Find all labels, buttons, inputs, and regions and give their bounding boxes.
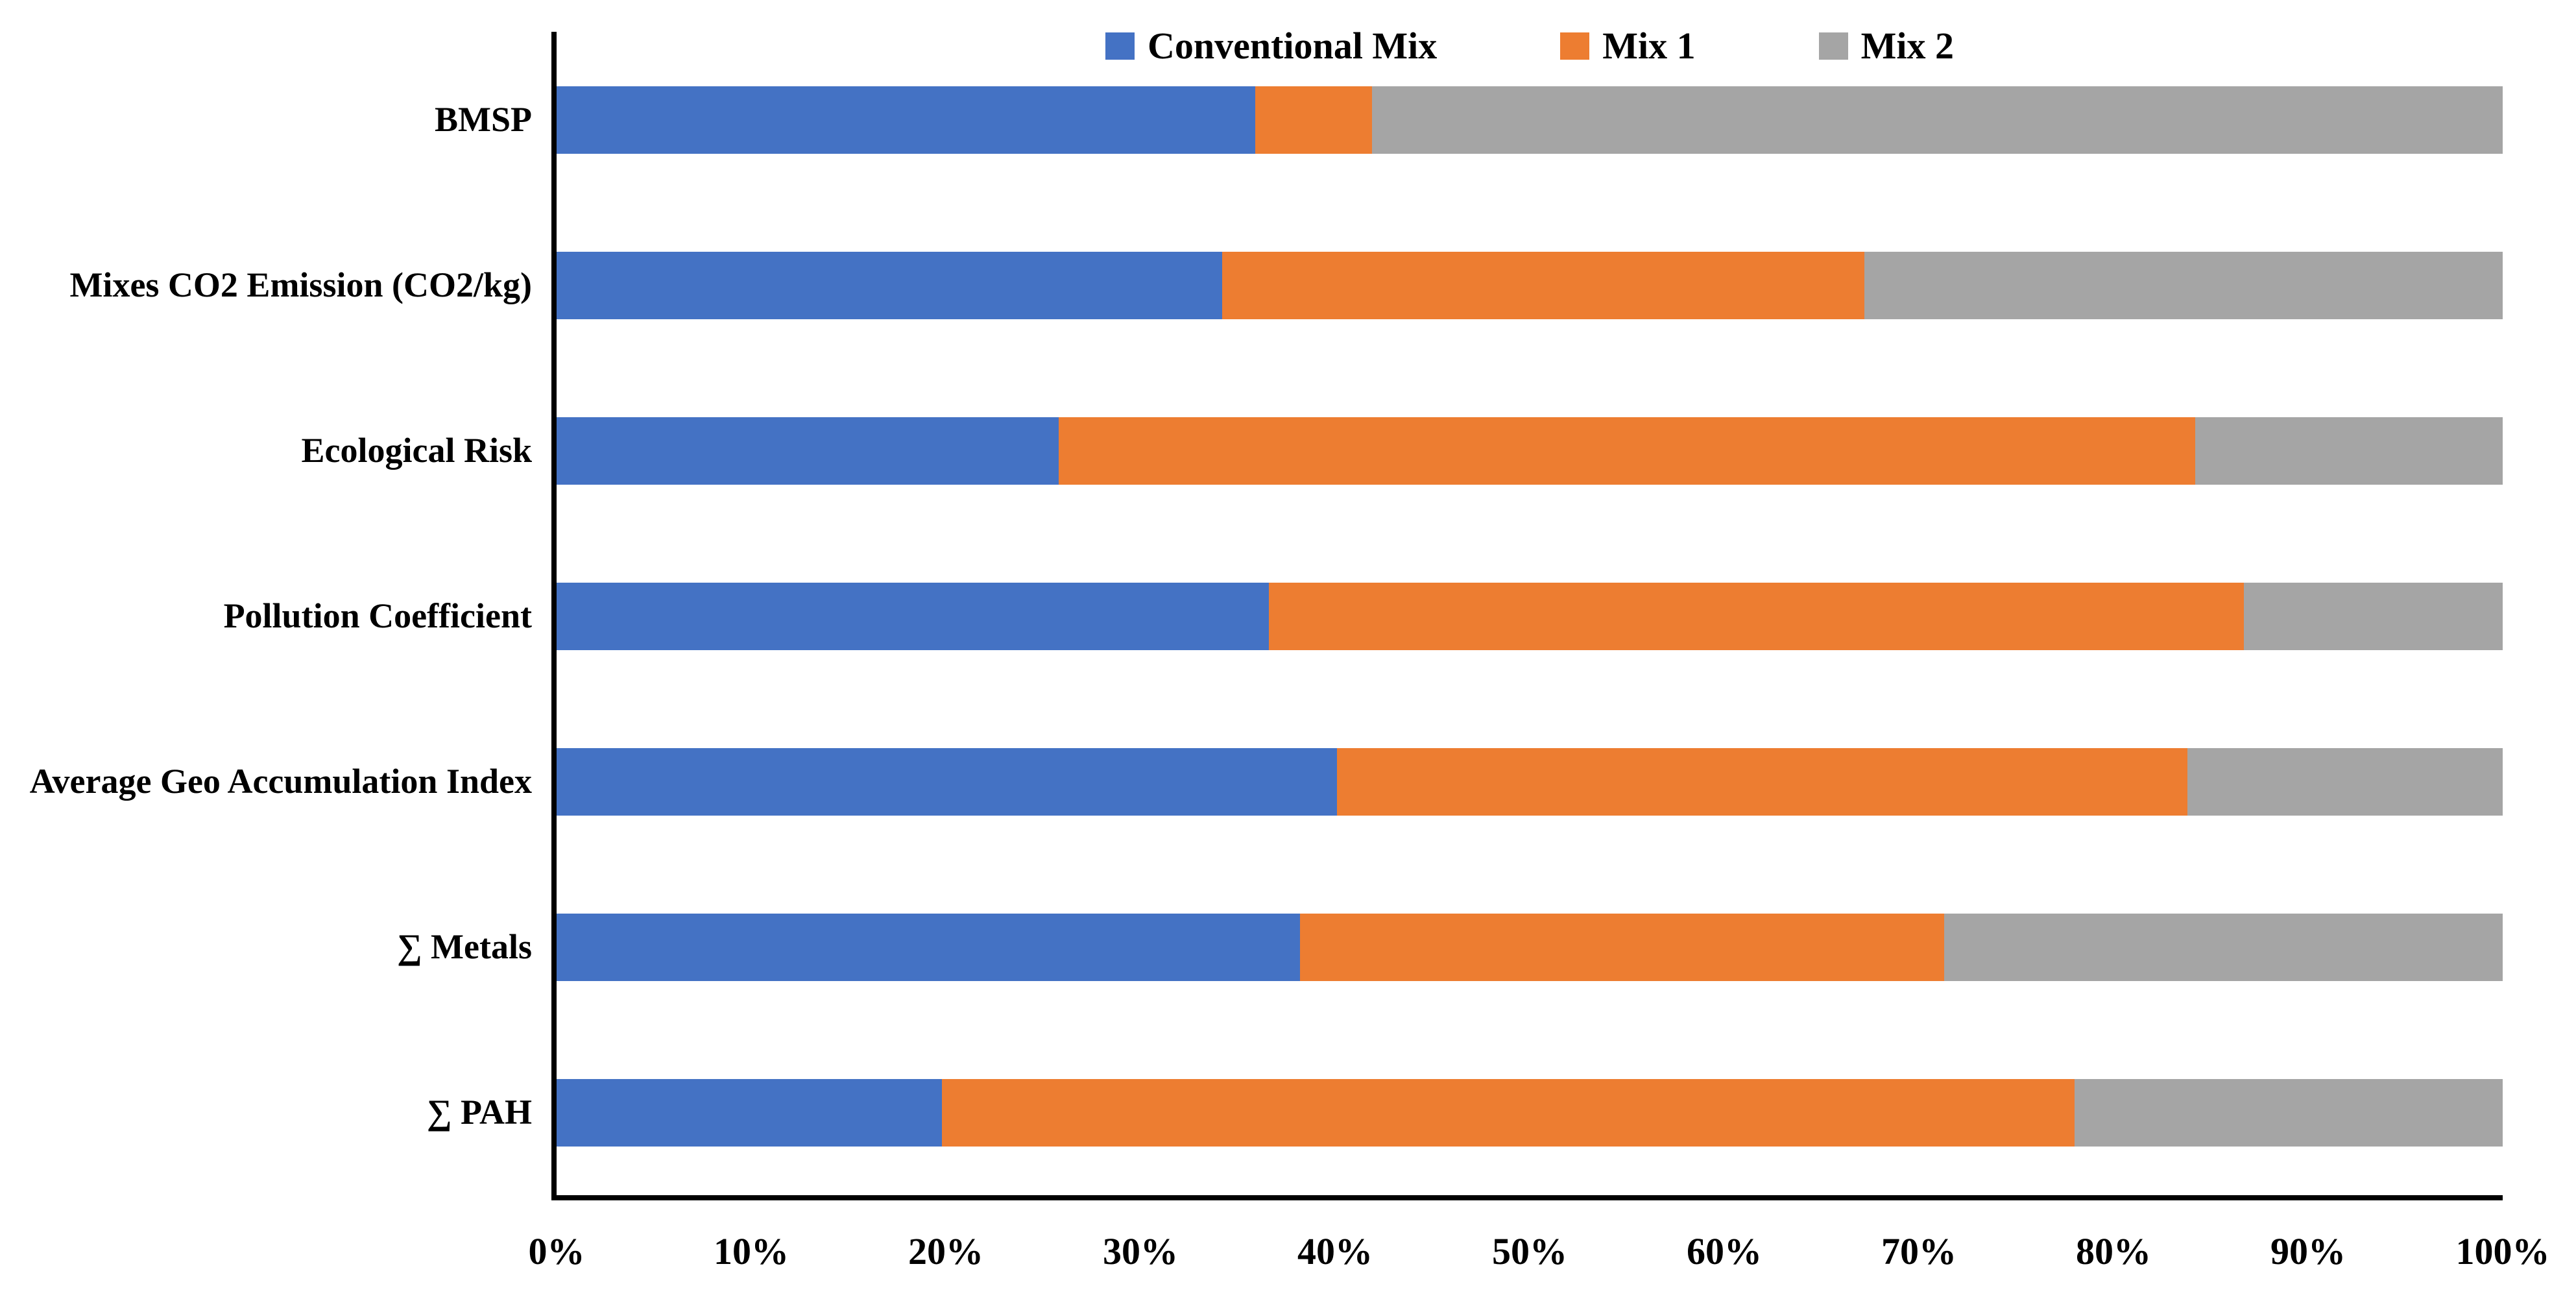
bars-container [557, 37, 2503, 1195]
bar-segment [1372, 86, 2503, 154]
x-tick-label: 20% [908, 1230, 983, 1272]
bar-row [557, 1030, 2503, 1195]
x-tick-label: 40% [1297, 1230, 1373, 1272]
stacked-bar [557, 582, 2503, 650]
bar-segment [1222, 251, 1864, 319]
legend-item: Mix 1 [1560, 25, 1696, 67]
x-tick-label: 30% [1103, 1230, 1178, 1272]
bar-segment [557, 1078, 942, 1147]
category-axis-labels: BMSP Mixes CO2 Emission (CO2/kg) Ecologica… [0, 37, 532, 1195]
bar-segment [2195, 417, 2503, 485]
bar-segment [557, 86, 1255, 154]
x-tick-label: 90% [2270, 1230, 2346, 1272]
x-tick-label: 60% [1687, 1230, 1762, 1272]
bar-segment [1268, 582, 2244, 650]
legend: Conventional Mix Mix 1 Mix 2 [557, 18, 2503, 74]
bar-segment [1300, 913, 1944, 981]
legend-label: Conventional Mix [1147, 25, 1438, 67]
x-tick-label: 10% [714, 1230, 789, 1272]
bar-segment [2187, 747, 2503, 816]
category-label: Ecological Risk [301, 430, 532, 470]
bar-segment [557, 417, 1059, 485]
bar-row [557, 202, 2503, 368]
bar-row [557, 864, 2503, 1030]
stacked-bar [557, 913, 2503, 981]
category-label: Pollution Coefficient [223, 596, 532, 635]
category-label: ∑ PAH [427, 1092, 532, 1132]
bar-row [557, 533, 2503, 699]
stacked-bar [557, 417, 2503, 485]
x-tick-label: 50% [1492, 1230, 1567, 1272]
legend-label: Mix 2 [1860, 25, 1955, 67]
category-label: Mixes CO2 Emission (CO2/kg) [69, 265, 532, 304]
bar-segment [2243, 582, 2503, 650]
stacked-bar [557, 1078, 2503, 1147]
value-axis-labels: 0% 10% 20% 30% 40% 50% 60% 70% 80% 90% 100% [0, 1233, 2576, 1285]
category-label: Average Geo Accumulation Index [29, 761, 532, 801]
bar-segment [1059, 417, 2195, 485]
bar-segment [557, 251, 1222, 319]
bar-segment [2074, 1078, 2503, 1147]
legend-swatch [1818, 32, 1848, 60]
stacked-bar [557, 251, 2503, 319]
bar-segment [1944, 913, 2503, 981]
x-tick-label: 70% [1881, 1230, 1956, 1272]
stacked-bar [557, 86, 2503, 154]
bar-segment [941, 1078, 2075, 1147]
legend-swatch [1560, 32, 1590, 60]
x-tick-label: 100% [2455, 1230, 2550, 1272]
plot-area [551, 32, 2503, 1200]
bar-segment [557, 913, 1300, 981]
stacked-bar [557, 747, 2503, 816]
legend-label: Mix 1 [1602, 25, 1696, 67]
legend-swatch [1105, 32, 1135, 60]
category-label: ∑ Metals [397, 927, 532, 966]
bar-segment [1864, 251, 2503, 319]
bar-row [557, 368, 2503, 533]
legend-item: Mix 2 [1818, 25, 1955, 67]
bar-segment [1255, 86, 1372, 154]
bar-row [557, 37, 2503, 202]
bar-segment [557, 747, 1337, 816]
category-label: BMSP [434, 99, 532, 139]
bar-segment [1336, 747, 2187, 816]
x-tick-label: 0% [528, 1230, 585, 1272]
x-tick-label: 80% [2076, 1230, 2151, 1272]
bar-row [557, 699, 2503, 864]
bar-segment [557, 582, 1269, 650]
legend-item: Conventional Mix [1105, 27, 1437, 65]
